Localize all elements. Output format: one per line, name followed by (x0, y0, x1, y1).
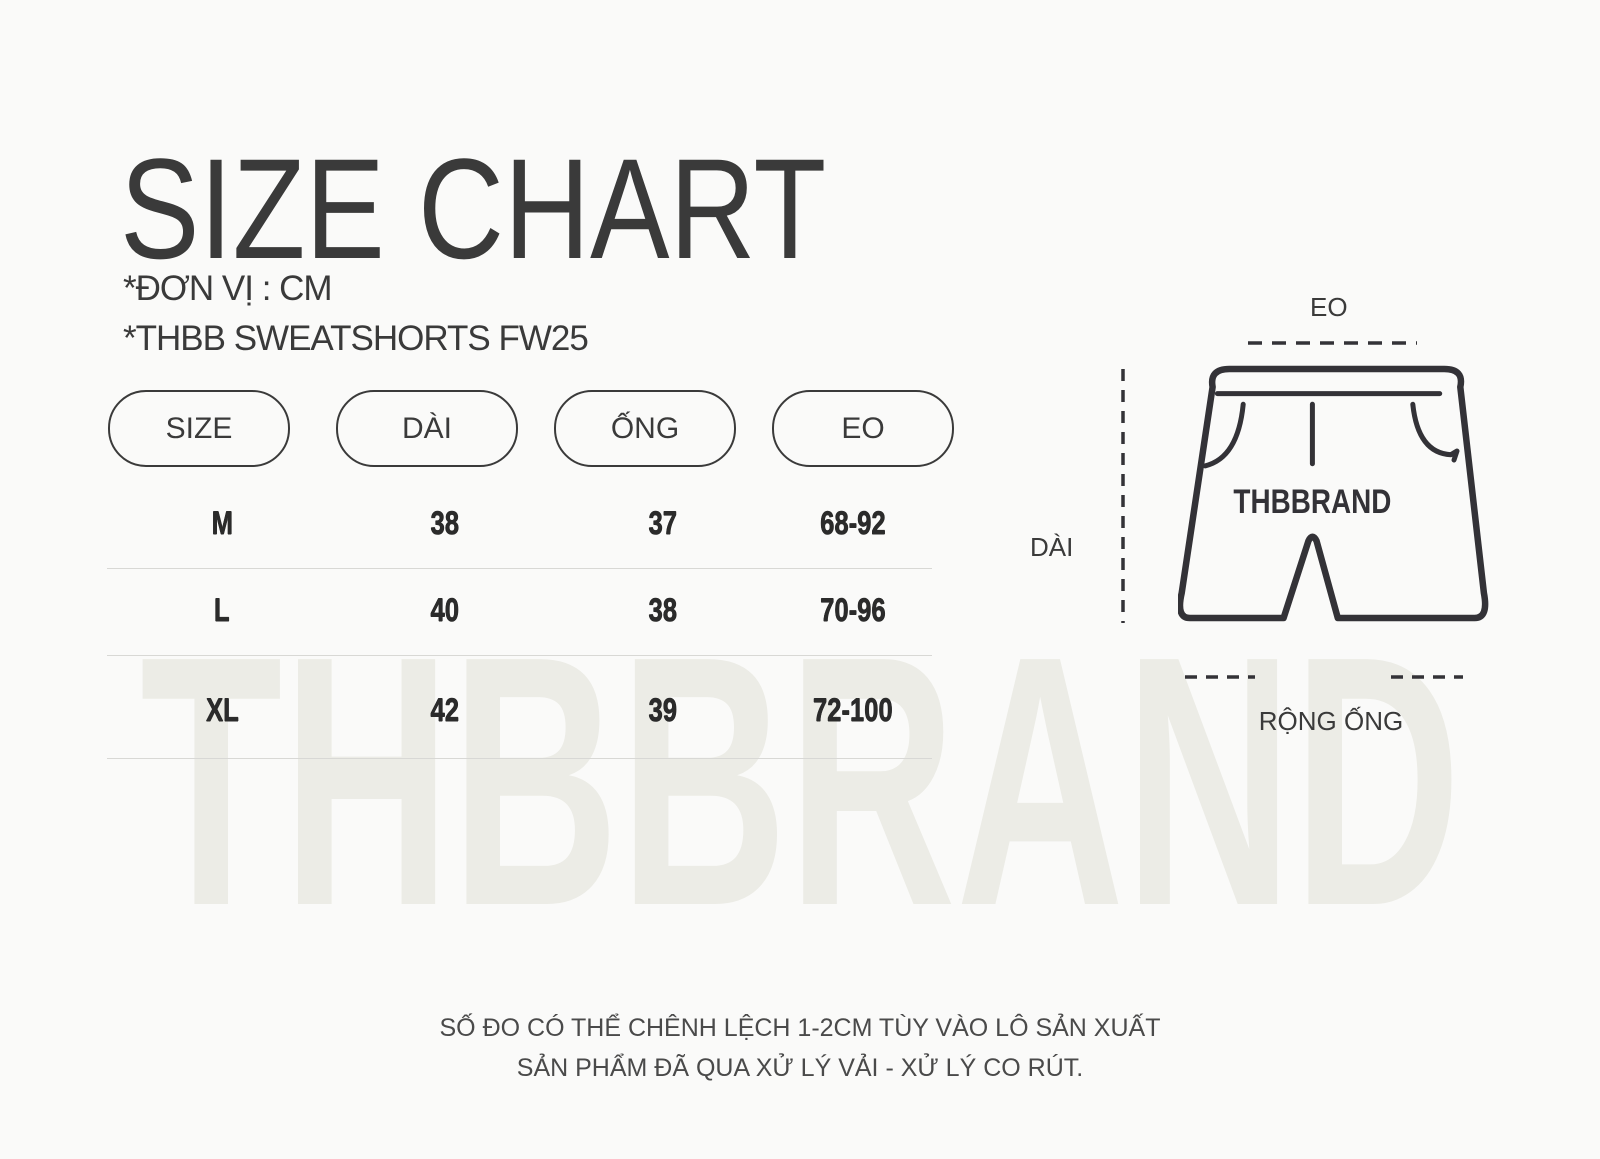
svg-text:THBBRAND: THBBRAND (1233, 482, 1391, 520)
